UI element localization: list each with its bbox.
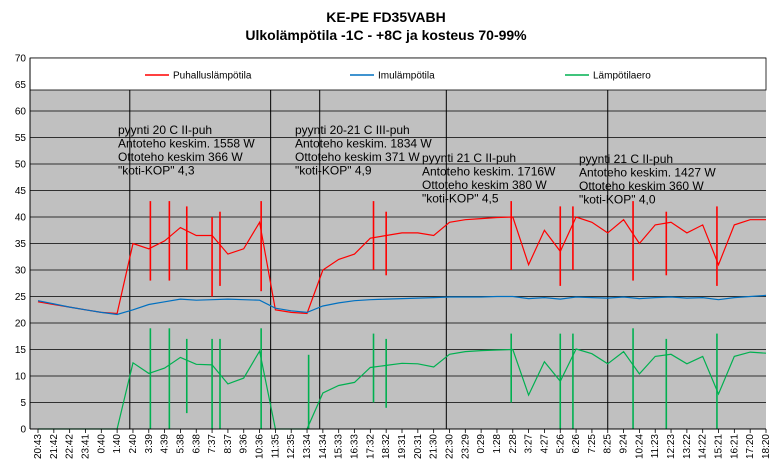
- annotation-line: "koti-KOP" 4,0: [579, 193, 656, 207]
- x-tick-label: 10:36: [255, 434, 266, 459]
- x-tick-label: 1:28: [492, 434, 503, 454]
- x-tick-label: 16:21: [729, 434, 740, 459]
- legend-label: Puhalluslämpötila: [173, 71, 252, 82]
- annotation-line: pyynti 21 C II-puh: [422, 151, 516, 165]
- x-tick-label: 21:42: [49, 434, 60, 459]
- x-tick-label: 10:24: [634, 434, 645, 459]
- legend-label: Lämpötilaero: [593, 71, 651, 82]
- annotation-line: pyynti 20 C II-puh: [118, 123, 212, 137]
- annotation-line: pyynti 21 C II-puh: [579, 152, 673, 166]
- chart-subtitle: Ulkolämpötila -1C - +8C ja kosteus 70-99…: [245, 27, 527, 43]
- legend-label: Imulämpötila: [378, 71, 435, 82]
- annotation-line: Ottoteho keskim 380 W: [422, 178, 547, 192]
- spike-layer: [149, 201, 718, 429]
- annotation-line: Antoteho keskim. 1558 W: [118, 137, 255, 151]
- x-tick-label: 11:35: [270, 434, 281, 459]
- x-tick-label: 23:29: [460, 434, 471, 459]
- x-tick-label: 20:31: [413, 434, 424, 459]
- y-axis: 0 5 10 15 20 25 30 35 40 45 50 55 60 65 70: [15, 54, 31, 436]
- legend: Puhalluslämpötila Imulämpötila Lämpötilaer…: [145, 71, 651, 82]
- y-tick-label: 25: [15, 292, 27, 303]
- chart-title: KE-PE FD35VABH: [326, 9, 446, 25]
- x-tick-label: 5:26: [555, 434, 566, 454]
- y-tick-label: 30: [15, 266, 27, 277]
- x-tick-label: 17:32: [365, 434, 376, 459]
- annotation-line: Antoteho keskim. 1834 W: [295, 137, 432, 151]
- series-line: [38, 348, 767, 430]
- annotation-line: pyynti 20-21 C III-puh: [295, 123, 410, 137]
- y-tick-label: 20: [15, 319, 27, 330]
- x-tick-label: 3:27: [524, 434, 535, 454]
- y-tick-label: 50: [15, 160, 27, 171]
- x-tick-label: 12:23: [666, 434, 677, 459]
- x-tick-label: 13:22: [682, 434, 693, 459]
- x-tick-label: 22:42: [65, 434, 76, 459]
- x-tick-label: 23:41: [80, 434, 91, 459]
- x-tick-label: 19:31: [397, 434, 408, 459]
- y-tick-label: 10: [15, 372, 27, 383]
- x-tick-label: 0:29: [476, 434, 487, 454]
- annotation-line: Ottoteho keskim 360 W: [579, 179, 704, 193]
- y-tick-label: 65: [15, 80, 27, 91]
- y-tick-label: 40: [15, 213, 27, 224]
- y-tick-label: 5: [20, 398, 26, 409]
- x-tick-label: 5:38: [175, 434, 186, 454]
- y-tick-label: 0: [20, 425, 26, 436]
- annotation-line: Ottoteho keskim 371 W: [295, 150, 420, 164]
- x-tick-label: 12:35: [286, 434, 297, 459]
- series-layer: [37, 216, 767, 430]
- x-tick-label: 6:26: [571, 434, 582, 454]
- x-tick-label: 22:30: [444, 434, 455, 459]
- grid-lines: [30, 57, 766, 430]
- y-tick-label: 70: [15, 54, 27, 65]
- x-tick-label: 1:40: [112, 434, 123, 454]
- x-tick-label: 14:34: [318, 434, 329, 459]
- x-tick-label: 2:40: [128, 434, 139, 454]
- y-tick-label: 45: [15, 186, 27, 197]
- x-tick-label: 15:33: [334, 434, 345, 459]
- x-tick-label: 21:30: [429, 434, 440, 459]
- x-tick-label: 16:33: [350, 434, 361, 459]
- x-tick-label: 4:27: [539, 434, 550, 454]
- x-tick-label: 4:39: [160, 434, 171, 454]
- legend-box: [29, 57, 767, 91]
- x-axis: 20:43 21:42 22:42 23:41 0:40 1:40 2:40 3:39 4:39…: [30, 428, 772, 459]
- series-line: [37, 294, 767, 316]
- x-tick-label: 8:25: [603, 434, 614, 454]
- x-tick-label: 18:20: [761, 434, 772, 459]
- x-tick-label: 15:21: [714, 434, 725, 459]
- x-tick-label: 11:23: [650, 434, 661, 459]
- x-tick-label: 0:40: [96, 434, 107, 454]
- annotation-line: Antoteho keskim. 1716W: [422, 165, 556, 179]
- x-tick-label: 6:38: [191, 434, 202, 454]
- x-tick-label: 18:32: [381, 434, 392, 459]
- annotation-line: "koti-KOP" 4,3: [118, 164, 195, 178]
- y-tick-label: 35: [15, 239, 27, 250]
- y-tick-label: 15: [15, 345, 27, 356]
- x-tick-label: 13:34: [302, 434, 313, 459]
- x-tick-label: 7:25: [587, 434, 598, 454]
- annotation-line: Antoteho keskim. 1427 W: [579, 166, 716, 180]
- x-tick-label: 2:28: [508, 434, 519, 454]
- series-line: [37, 216, 766, 315]
- annotation-line: "koti-KOP" 4,9: [295, 164, 372, 178]
- x-tick-label: 9:24: [619, 434, 630, 454]
- x-tick-label: 20:43: [33, 434, 44, 459]
- x-tick-label: 9:36: [239, 434, 250, 454]
- x-tick-label: 14:22: [698, 434, 709, 459]
- annotation-line: "koti-KOP" 4,5: [422, 192, 499, 206]
- x-tick-label: 8:37: [223, 434, 234, 454]
- annotation-line: Ottoteho keskim 366 W: [118, 150, 243, 164]
- y-tick-label: 55: [15, 133, 27, 144]
- x-tick-label: 3:39: [144, 434, 155, 454]
- y-tick-label: 60: [15, 107, 27, 118]
- x-tick-label: 7:37: [207, 434, 218, 454]
- x-tick-label: 17:20: [745, 434, 756, 459]
